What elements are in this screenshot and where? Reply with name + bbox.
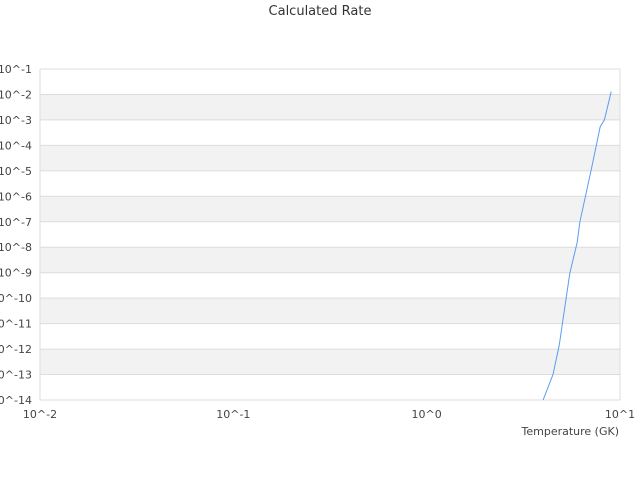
y-tick-label: 10^-12 [0,343,32,356]
grid-band [40,247,620,273]
y-tick-label: 10^-11 [0,318,32,331]
y-tick-label: 10^-10 [0,292,32,305]
y-tick-label: 10^-7 [0,216,32,229]
y-tick-label: 10^-14 [0,394,32,407]
x-tick-label: 10^1 [605,408,635,421]
x-axis-label: Temperature (GK) [521,425,620,438]
grid-band [40,196,620,222]
chart-title: Calculated Rate [268,4,372,19]
x-tick-label: 10^0 [412,408,442,421]
grid-band [40,298,620,324]
x-tick-label: 10^-1 [216,408,250,421]
grid-band [40,145,620,171]
y-tick-label: 10^-5 [0,165,32,178]
y-tick-label: 10^-6 [0,190,32,203]
x-tick-label: 10^-2 [23,408,57,421]
y-tick-label: 10^-8 [0,241,32,254]
y-tick-label: 10^-13 [0,369,32,382]
y-tick-label: 10^-3 [0,114,32,127]
y-tick-label: 10^-9 [0,267,32,280]
y-tick-label: 10^-4 [0,139,32,152]
series-line [542,91,612,401]
grid-band [40,94,620,120]
y-tick-label: 10^-2 [0,88,32,101]
y-tick-label: 10^-1 [0,63,32,76]
grid-band [40,349,620,375]
